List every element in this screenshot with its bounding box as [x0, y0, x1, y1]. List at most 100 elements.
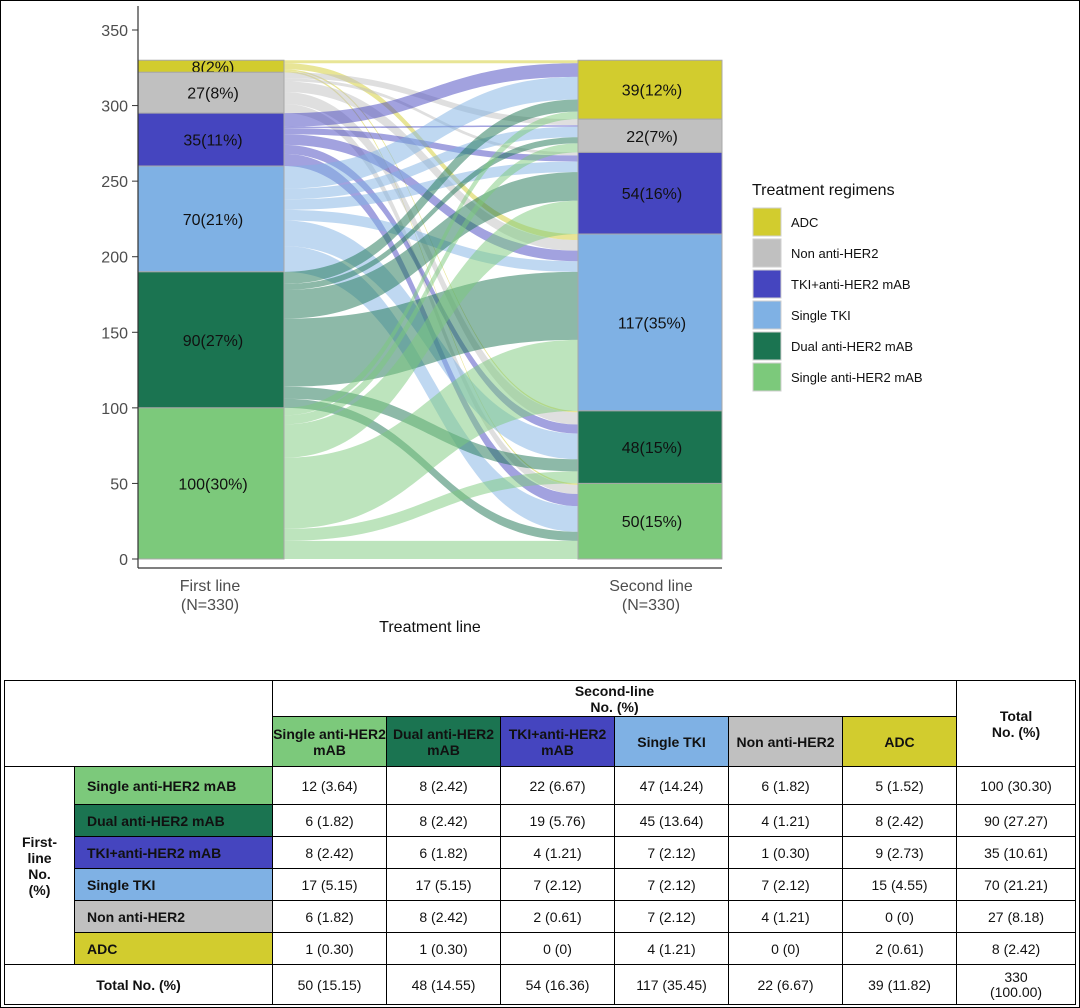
- flow-ribbon: [284, 339, 578, 529]
- y-axis-ticks: 0 50 100 150 200 250 300 350: [101, 23, 138, 569]
- flow-ribbons: [284, 60, 578, 559]
- table-row: TKI+anti-HER2 mAB 8 (2.42) 6 (1.82) 4 (1.21…: [5, 836, 1077, 869]
- table-cell: 47 (14.24): [614, 766, 729, 805]
- table-cell: 7 (2.12): [614, 836, 729, 869]
- grand-total-cell: 330 (100.00): [956, 964, 1077, 1005]
- row-total-cell: 90 (27.27): [956, 804, 1077, 837]
- flow-ribbon: [284, 143, 578, 425]
- column-header: Single TKI: [614, 716, 729, 767]
- table-cell: 8 (2.42): [386, 766, 501, 805]
- row-total-cell: 100 (30.30): [956, 766, 1077, 805]
- row-label: Single TKI: [74, 868, 273, 901]
- flow-ribbon: [284, 144, 578, 434]
- row-label: TKI+anti-HER2 mAB: [74, 836, 273, 869]
- legend-label: Non anti-HER2: [791, 246, 878, 261]
- flow-ribbon: [284, 78, 578, 156]
- table-row: First-line No. (%) Single anti-HER2 mAB 12 (…: [4, 766, 1077, 965]
- second-line-block-label: 22(7%): [626, 129, 678, 146]
- x-tick-first-line-n: (N=330): [181, 597, 239, 614]
- table-cell: 7 (2.12): [614, 868, 729, 901]
- table-corner: [4, 680, 273, 767]
- table-row: Non anti-HER2 6 (1.82) 8 (2.42) 2 (0.61) 7 (…: [5, 900, 1077, 933]
- flow-ribbon: [284, 63, 578, 127]
- first-line-block-label: 70(21%): [183, 212, 243, 229]
- table-cell: 6 (1.82): [272, 900, 387, 933]
- first-line-header-text: First-: [22, 833, 57, 850]
- y-tick-label: 250: [101, 174, 128, 191]
- table-cell: 2 (0.61): [500, 900, 615, 933]
- y-tick-label: 100: [101, 401, 128, 418]
- row-label: Dual anti-HER2 mAB: [74, 804, 273, 837]
- second-line-title: Second-line: [574, 682, 655, 699]
- total-cell: 48 (14.55): [386, 964, 501, 1005]
- legend-label: TKI+anti-HER2 mAB: [791, 277, 911, 292]
- table-cell: 8 (2.42): [386, 900, 501, 933]
- table-cell: 7 (2.12): [614, 900, 729, 933]
- flow-ribbon: [284, 200, 578, 458]
- table-cell: 1 (0.30): [272, 932, 387, 965]
- table-cell: 4 (1.21): [500, 836, 615, 869]
- row-label: ADC: [74, 932, 273, 965]
- flow-ribbon: [284, 76, 578, 189]
- legend-swatch: [752, 269, 782, 299]
- legend-label: Single anti-HER2 mAB: [791, 370, 923, 385]
- first-line-block-label: 90(27%): [183, 333, 243, 350]
- first-line-header-text: (%): [28, 881, 51, 898]
- table-cell: 4 (1.21): [614, 932, 729, 965]
- column-header: Non anti-HER2: [728, 716, 843, 767]
- grand-total-text: (100.00): [989, 983, 1043, 1000]
- second-line-block-label: 117(35%): [618, 315, 686, 332]
- table-cell: 5 (1.52): [841, 766, 958, 805]
- table-cell: 9 (2.73): [841, 836, 958, 869]
- flow-ribbon: [284, 126, 578, 200]
- legend-swatch: [752, 207, 782, 237]
- second-line-block: [577, 233, 723, 412]
- legend-swatch: [752, 331, 782, 361]
- column-header: Dual anti-HER2 mAB: [386, 716, 501, 767]
- y-tick-label: 0: [119, 552, 128, 569]
- x-tick-second-line-n: (N=330): [622, 597, 680, 614]
- row-label: Non anti-HER2: [74, 900, 273, 933]
- flow-ribbon: [284, 70, 578, 485]
- first-line-header-text: No.: [28, 865, 51, 882]
- second-line-block: [577, 118, 723, 153]
- table-row: Dual anti-HER2 mAB 6 (1.82) 8 (2.42) 19 (5.…: [5, 804, 1077, 837]
- flow-ribbon: [284, 540, 578, 559]
- legend: ADC Non anti-HER2 TKI+anti-HER2 mAB Single …: [752, 207, 923, 392]
- table-cell: 45 (13.64): [614, 804, 729, 837]
- first-line-header: First-line No. (%): [4, 766, 75, 965]
- legend-label: Dual anti-HER2 mAB: [791, 339, 913, 354]
- flow-ribbon: [284, 246, 578, 532]
- second-line-header: Second-line No. (%): [271, 680, 958, 717]
- table-cell: 0 (0): [500, 932, 615, 965]
- table-cell: 8 (2.42): [386, 804, 501, 837]
- total-row-label: Total No. (%): [4, 964, 273, 1005]
- legend-swatch: [752, 238, 782, 268]
- first-line-block: [137, 407, 285, 560]
- table-cell: 22 (6.67): [500, 766, 615, 805]
- grand-total-text: 330: [1004, 968, 1028, 985]
- table-cell: 4 (1.21): [728, 900, 843, 933]
- second-line-block-label: 39(12%): [622, 83, 682, 100]
- row-total-cell: 8 (2.42): [956, 932, 1077, 965]
- table-cell: 7 (2.12): [728, 868, 843, 901]
- column-header: TKI+anti-HER2 mAB: [500, 716, 615, 767]
- second-line-block: [577, 151, 723, 235]
- table-cell: 4 (1.21): [728, 804, 843, 837]
- crosstab-table: Second-line No. (%) Total No. (%) Single…: [4, 680, 1077, 1005]
- table-body: First-line No. (%) Single anti-HER2 mAB 12 (…: [4, 766, 1077, 1005]
- legend-swatch: [752, 362, 782, 392]
- row-total-cell: 70 (21.21): [956, 868, 1077, 901]
- table-cell: 7 (2.12): [500, 868, 615, 901]
- table-cell: 15 (4.55): [841, 868, 958, 901]
- total-header-subtitle: No. (%): [991, 723, 1041, 740]
- first-line-block-label: 27(8%): [187, 86, 239, 103]
- table-cell: 17 (5.15): [386, 868, 501, 901]
- total-cell: 54 (16.36): [500, 964, 615, 1005]
- second-line-block: [577, 482, 723, 560]
- column-header: ADC: [841, 716, 958, 767]
- flow-ribbon: [284, 60, 578, 64]
- table-cell: 19 (5.76): [500, 804, 615, 837]
- total-cell: 117 (35.45): [614, 964, 729, 1005]
- y-tick-label: 350: [101, 23, 128, 40]
